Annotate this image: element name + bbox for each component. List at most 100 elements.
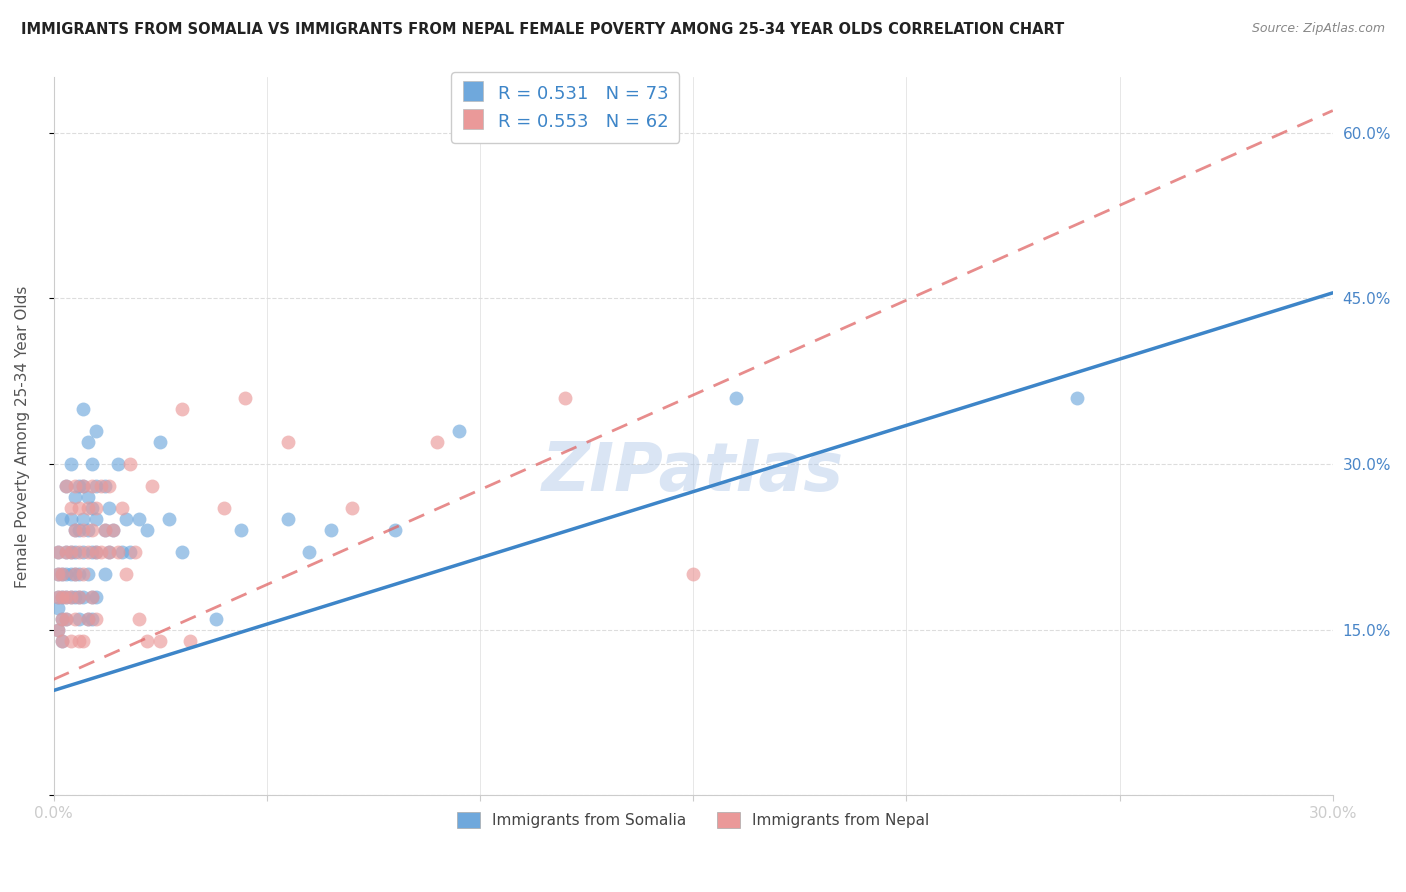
Point [63, 524, 86, 538]
Point [80, 457, 103, 471]
Point [340, 501, 363, 516]
Point [63, 567, 86, 582]
Point [235, 391, 257, 405]
Point [319, 524, 342, 538]
Point [67, 545, 90, 559]
Point [51, 512, 73, 526]
Point [120, 457, 142, 471]
Point [115, 512, 138, 526]
Point [84, 545, 107, 559]
Point [76, 490, 98, 504]
Point [120, 545, 142, 559]
Point [67, 524, 90, 538]
Point [384, 524, 406, 538]
Point [128, 512, 150, 526]
Point [128, 612, 150, 626]
Point [80, 545, 103, 559]
Point [80, 524, 103, 538]
Point [98, 479, 121, 493]
Point [59, 545, 82, 559]
Point [51, 612, 73, 626]
Point [94, 479, 117, 493]
Point [51, 633, 73, 648]
Point [84, 612, 107, 626]
Text: Source: ZipAtlas.com: Source: ZipAtlas.com [1251, 22, 1385, 36]
Point [55, 590, 77, 604]
Point [63, 567, 86, 582]
Point [98, 545, 121, 559]
Point [46, 567, 69, 582]
Point [55, 545, 77, 559]
Point [170, 401, 193, 416]
Point [46, 567, 69, 582]
Point [63, 545, 86, 559]
Point [67, 590, 90, 604]
Point [94, 567, 117, 582]
Point [84, 590, 107, 604]
Point [46, 590, 69, 604]
Point [76, 612, 98, 626]
Point [63, 612, 86, 626]
Point [55, 479, 77, 493]
Point [59, 501, 82, 516]
Point [46, 623, 69, 637]
Point [111, 545, 134, 559]
Point [59, 590, 82, 604]
Point [149, 434, 172, 449]
Point [63, 524, 86, 538]
Legend: Immigrants from Somalia, Immigrants from Nepal: Immigrants from Somalia, Immigrants from… [451, 806, 935, 834]
Point [51, 612, 73, 626]
Point [170, 545, 193, 559]
Point [157, 512, 180, 526]
Point [46, 545, 69, 559]
Point [55, 567, 77, 582]
Point [204, 612, 226, 626]
Point [80, 479, 103, 493]
Point [115, 567, 138, 582]
Point [94, 524, 117, 538]
Text: ZIPatlas: ZIPatlas [543, 440, 844, 505]
Point [84, 512, 107, 526]
Point [84, 424, 107, 438]
Point [55, 545, 77, 559]
Y-axis label: Female Poverty Among 25-34 Year Olds: Female Poverty Among 25-34 Year Olds [15, 285, 30, 588]
Point [72, 545, 94, 559]
Point [89, 545, 111, 559]
Point [51, 567, 73, 582]
Point [447, 424, 470, 438]
Point [89, 479, 111, 493]
Point [59, 512, 82, 526]
Point [1066, 391, 1088, 405]
Text: IMMIGRANTS FROM SOMALIA VS IMMIGRANTS FROM NEPAL FEMALE POVERTY AMONG 25-34 YEAR: IMMIGRANTS FROM SOMALIA VS IMMIGRANTS FR… [21, 22, 1064, 37]
Point [76, 434, 98, 449]
Point [682, 567, 704, 582]
Point [51, 633, 73, 648]
Point [67, 633, 90, 648]
Point [724, 391, 747, 405]
Point [72, 401, 94, 416]
Point [67, 501, 90, 516]
Point [80, 590, 103, 604]
Point [51, 590, 73, 604]
Point [46, 545, 69, 559]
Point [149, 633, 172, 648]
Point [107, 457, 129, 471]
Point [46, 590, 69, 604]
Point [179, 633, 201, 648]
Point [72, 524, 94, 538]
Point [80, 612, 103, 626]
Point [67, 612, 90, 626]
Point [59, 545, 82, 559]
Point [277, 512, 299, 526]
Point [72, 479, 94, 493]
Point [212, 501, 235, 516]
Point [84, 479, 107, 493]
Point [72, 590, 94, 604]
Point [55, 590, 77, 604]
Point [72, 512, 94, 526]
Point [76, 545, 98, 559]
Point [59, 633, 82, 648]
Point [59, 590, 82, 604]
Point [63, 590, 86, 604]
Point [426, 434, 449, 449]
